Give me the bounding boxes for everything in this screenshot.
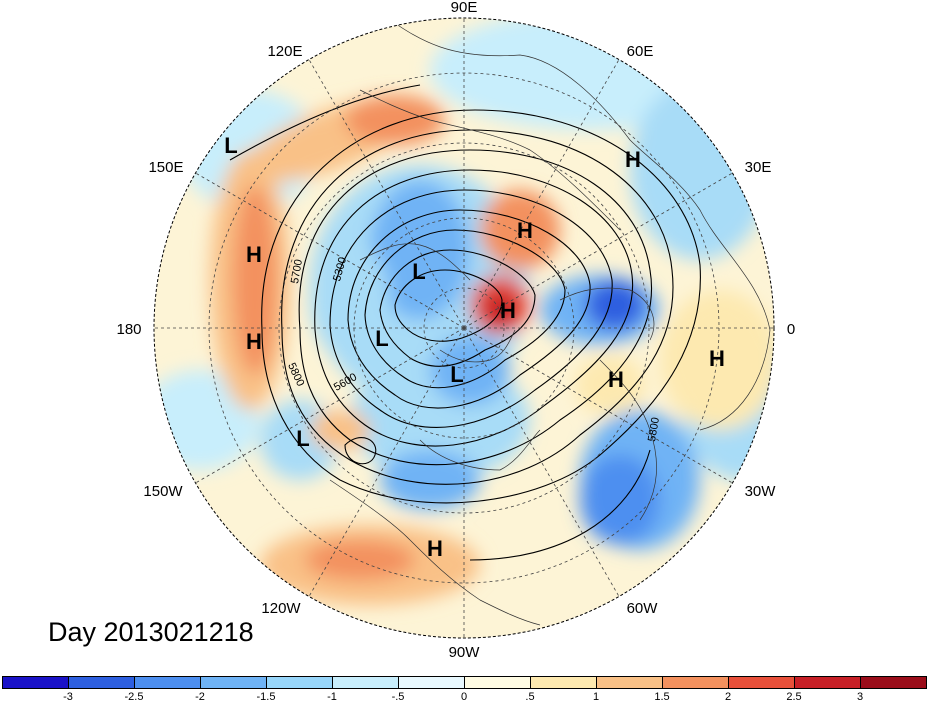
- colorbar-tick-label: -3: [63, 691, 73, 703]
- colorbar-box: [134, 676, 201, 689]
- anomaly-shading: [154, 18, 774, 638]
- colorbar-box: [266, 676, 333, 689]
- meridian-lines: [154, 18, 774, 638]
- colorbar-tick-label: 3: [856, 691, 864, 703]
- lon-label-150e: 150E: [148, 159, 183, 176]
- colorbar-tick-label: -2: [195, 691, 205, 703]
- lon-label-120w: 120W: [261, 600, 301, 617]
- lon-label-30e: 30E: [745, 159, 772, 176]
- high-center: H: [709, 346, 725, 371]
- colorbar-box: [860, 676, 927, 689]
- lon-label-150w: 150W: [143, 483, 183, 500]
- colorbar-tick-label: 2: [724, 691, 732, 703]
- colorbar-box: [464, 676, 531, 689]
- coastlines: [329, 19, 771, 626]
- polar-stereographic-map: 90E 120E 60E 150E 30E 180 0 150W 30W 120…: [116, 0, 795, 661]
- colorbar-box: [398, 676, 465, 689]
- geopotential-contours: [229, 84, 701, 561]
- contour-label: 5800: [646, 416, 662, 442]
- high-center: H: [246, 242, 262, 267]
- high-center: H: [608, 367, 624, 392]
- colorbar-tick-label: 0: [460, 691, 468, 703]
- colorbar-tick-label: -2.5: [124, 691, 144, 703]
- longitude-labels: 90E 120E 60E 150E 30E 180 0 150W 30W 120…: [116, 0, 795, 661]
- colorbar: -3 -2.5 -2 -1.5 -1 -.5 0 .5 1 1.5 2 2.5 3: [0, 672, 928, 703]
- map-boundary: [153, 17, 775, 639]
- low-center: L: [224, 133, 237, 158]
- lon-label-0: 0: [787, 321, 795, 338]
- colorbar-tick-label: -1: [327, 691, 337, 703]
- colorbar-tick-label: 1: [592, 691, 600, 703]
- colorbar-box: [662, 676, 729, 689]
- lon-label-90w: 90W: [449, 644, 481, 661]
- colorbar-box: [794, 676, 861, 689]
- low-center: L: [375, 326, 388, 351]
- high-center: H: [625, 147, 641, 172]
- low-center: L: [412, 259, 425, 284]
- lon-label-30w: 30W: [745, 483, 777, 500]
- low-center: L: [450, 362, 463, 387]
- colorbar-box: [2, 676, 69, 689]
- colorbar-box: [200, 676, 267, 689]
- high-center: H: [246, 329, 262, 354]
- pressure-centers: L H H H L H L H L H H L H: [224, 133, 725, 561]
- lon-label-60e: 60E: [627, 43, 654, 60]
- colorbar-box: [728, 676, 795, 689]
- colorbar-box: [596, 676, 663, 689]
- high-center: H: [427, 536, 443, 561]
- high-center: H: [500, 298, 516, 323]
- colorbar-box: [68, 676, 135, 689]
- colorbar-box: [530, 676, 597, 689]
- lon-label-90e: 90E: [451, 0, 478, 16]
- lon-label-60w: 60W: [627, 600, 659, 617]
- timestamp-label: Day 2013021218: [48, 617, 254, 647]
- contour-label: 5700: [289, 258, 305, 284]
- lon-label-120e: 120E: [267, 43, 302, 60]
- colorbar-tick-label: -1.5: [256, 691, 276, 703]
- high-center: H: [517, 218, 533, 243]
- colorbar-tick-label: 2.5: [786, 691, 802, 703]
- low-center: L: [296, 426, 309, 451]
- colorbar-tick-label: -.5: [391, 691, 405, 703]
- lon-label-180: 180: [116, 321, 141, 338]
- colorbar-tick-label: 1.5: [654, 691, 670, 703]
- colorbar-tick-label: .5: [525, 691, 535, 703]
- colorbar-box: [332, 676, 399, 689]
